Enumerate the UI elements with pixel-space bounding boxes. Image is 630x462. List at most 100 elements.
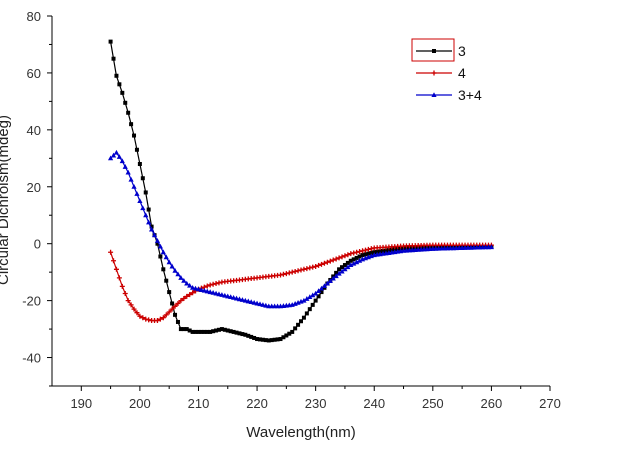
data-point: [342, 263, 347, 268]
data-point: [190, 285, 196, 290]
x-tick-label: 270: [539, 396, 561, 411]
data-point: [181, 295, 187, 301]
data-point: [134, 191, 140, 196]
data-point: [128, 302, 134, 308]
data-point: [131, 306, 137, 312]
data-point: [187, 292, 193, 298]
y-tick-label: 60: [27, 66, 41, 81]
data-point: [170, 301, 175, 306]
data-point: [199, 329, 204, 334]
data-point: [333, 256, 339, 262]
legend-highlight-box: [411, 38, 455, 62]
data-point: [164, 278, 169, 283]
y-tick-label: 20: [27, 180, 41, 195]
data-point: [301, 315, 306, 320]
data-point: [248, 299, 254, 305]
data-point: [310, 292, 316, 298]
data-point: [193, 329, 198, 334]
legend-label: 3: [458, 43, 466, 59]
data-point: [208, 329, 213, 334]
data-point: [290, 329, 295, 334]
data-point: [149, 226, 155, 232]
data-point: [348, 262, 354, 268]
data-point: [129, 122, 134, 127]
data-point: [161, 267, 166, 272]
data-point: [236, 296, 243, 302]
data-point: [157, 243, 163, 249]
data-point: [368, 246, 374, 252]
data-point: [184, 327, 189, 332]
data-point: [210, 281, 216, 287]
y-axis-title: Circular Dichroism(mdeg): [0, 115, 12, 285]
data-point: [299, 319, 303, 324]
data-point: [228, 294, 234, 300]
data-point: [246, 333, 251, 338]
data-point: [190, 290, 196, 296]
data-point: [354, 255, 359, 260]
data-point: [260, 302, 266, 307]
y-tick-label: 0: [34, 237, 41, 252]
x-tick-label: 250: [422, 396, 444, 411]
data-point: [137, 198, 143, 203]
data-point: [228, 329, 233, 334]
data-point: [310, 302, 315, 307]
data-point: [119, 283, 125, 289]
data-point: [277, 272, 283, 278]
data-point: [113, 149, 120, 155]
data-point: [225, 293, 231, 299]
data-point: [333, 273, 339, 279]
data-point: [296, 322, 301, 327]
data-point: [313, 298, 318, 303]
data-point: [330, 275, 336, 281]
data-point: [146, 317, 152, 323]
data-point: [140, 176, 145, 181]
data-point: [216, 327, 221, 332]
x-tick-label: 200: [129, 396, 151, 411]
data-point: [363, 252, 368, 257]
data-point: [172, 267, 178, 273]
legend-marker: [432, 49, 436, 53]
data-point: [263, 338, 268, 343]
data-point: [216, 280, 222, 286]
data-point: [313, 263, 319, 269]
data-point: [304, 311, 309, 316]
data-point: [178, 298, 184, 304]
data-point: [219, 327, 224, 332]
data-point: [356, 257, 363, 263]
data-point: [354, 259, 360, 265]
data-point: [146, 207, 151, 212]
data-point: [318, 285, 325, 291]
data-point: [362, 247, 368, 253]
data-point: [216, 291, 222, 297]
data-point: [301, 297, 307, 303]
data-point: [175, 319, 180, 324]
data-point: [392, 247, 397, 252]
data-point: [292, 268, 298, 274]
data-point: [339, 268, 345, 274]
data-point: [366, 251, 371, 256]
data-point: [196, 329, 201, 334]
data-point: [354, 249, 360, 255]
data-point: [151, 232, 158, 238]
data-point: [231, 294, 237, 300]
data-point: [313, 290, 319, 296]
data-point: [157, 316, 163, 322]
data-point: [231, 329, 236, 334]
series-2: [108, 242, 494, 324]
y-tick-label: 40: [27, 123, 41, 138]
data-point: [348, 258, 353, 263]
data-point: [173, 312, 178, 317]
x-axis-title: Wavelength(nm): [246, 424, 355, 441]
legend: 3 4 3+4: [411, 38, 482, 103]
data-point: [337, 267, 342, 272]
data-point: [260, 337, 265, 342]
legend-item-2: 4: [416, 65, 466, 81]
data-point: [239, 297, 246, 302]
data-point: [213, 281, 219, 287]
data-point: [327, 258, 333, 264]
data-point: [125, 298, 131, 304]
data-point: [117, 82, 122, 87]
data-point: [342, 266, 348, 272]
data-point: [280, 271, 286, 277]
